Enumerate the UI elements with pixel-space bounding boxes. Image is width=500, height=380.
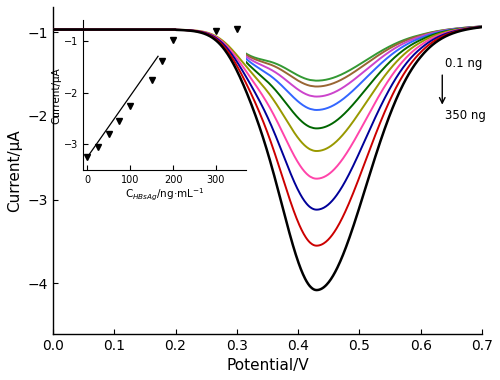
Text: 0.1 ng: 0.1 ng [446, 57, 482, 70]
Text: 350 ng: 350 ng [446, 109, 486, 122]
Y-axis label: Current/μA: Current/μA [7, 129, 22, 212]
X-axis label: Potential/V: Potential/V [226, 358, 309, 373]
